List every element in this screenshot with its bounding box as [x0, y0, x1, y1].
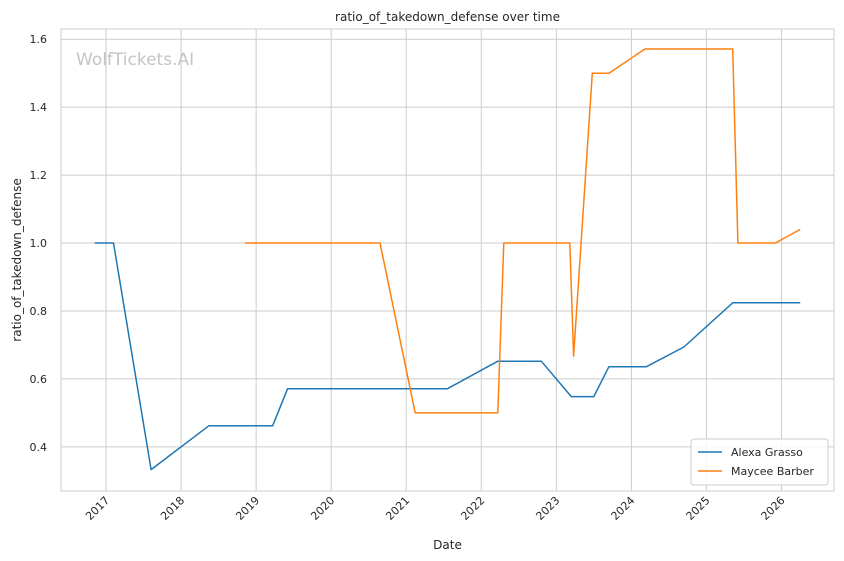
- x-tick-label: 2020: [308, 494, 337, 523]
- grid: [61, 29, 834, 491]
- x-tick-label: 2018: [158, 494, 187, 523]
- y-tick-label: 0.8: [30, 305, 48, 318]
- watermark: WolfTickets.AI: [76, 50, 194, 70]
- y-tick-label: 1.0: [30, 237, 48, 250]
- legend-box: [690, 438, 829, 486]
- y-tick-label: 1.6: [30, 33, 48, 46]
- series-line-alexa-grasso: [94, 242, 801, 471]
- chart-title: ratio_of_takedown_defense over time: [335, 10, 560, 24]
- y-tick-label: 0.6: [30, 373, 48, 386]
- x-tick-label: 2022: [458, 494, 487, 523]
- x-tick-label: 2023: [533, 494, 562, 523]
- legend: Alexa Grasso Maycee Barber: [690, 438, 829, 486]
- y-tick-label: 1.4: [30, 101, 48, 114]
- x-tick-label: 2026: [759, 494, 788, 523]
- x-tick-label: 2017: [83, 494, 112, 523]
- y-axis-label: ratio_of_takedown_defense: [10, 178, 24, 341]
- y-tick-label: 0.4: [30, 441, 48, 454]
- x-tick-labels: 2017 2018 2019 2020 2021 2022 2023 2024 2025 2026: [83, 494, 787, 523]
- x-tick-label: 2019: [233, 494, 262, 523]
- x-tick-label: 2025: [684, 494, 713, 523]
- y-tick-label: 1.2: [30, 169, 48, 182]
- x-tick-label: 2021: [383, 494, 412, 523]
- legend-label-alexa-grasso: Alexa Grasso: [731, 446, 803, 459]
- x-tick-label: 2024: [608, 494, 637, 523]
- plot-frame: [60, 28, 835, 492]
- y-tick-labels: 0.4 0.6 0.8 1.0 1.2 1.4 1.6: [30, 33, 48, 454]
- plot-background: [61, 29, 834, 491]
- series-line-maycee-barber: [244, 48, 801, 414]
- legend-label-maycee-barber: Maycee Barber: [731, 465, 814, 478]
- x-axis-label: Date: [433, 538, 462, 552]
- series-lines: [94, 48, 801, 471]
